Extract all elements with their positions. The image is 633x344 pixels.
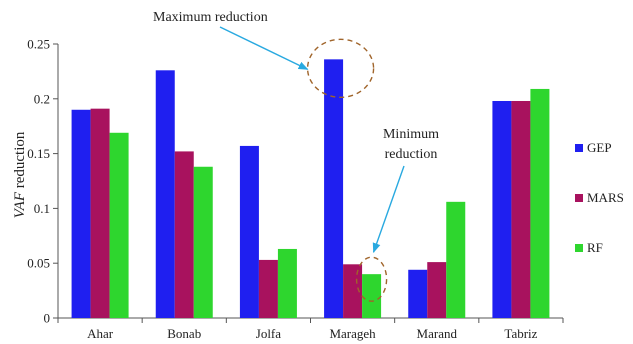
- bar-marageh-gep: [324, 59, 344, 319]
- bar-ahar-rf: [109, 132, 129, 318]
- legend: GEP MARS RF: [575, 140, 624, 255]
- x-tick-label: Jolfa: [256, 326, 282, 341]
- y-tick-label: 0: [44, 311, 51, 326]
- y-tick-label: 0.15: [27, 146, 50, 161]
- y-tick-label: 0.05: [27, 256, 50, 271]
- y-tick-label: 0.2: [34, 91, 50, 106]
- max-annotation-arrow: [219, 26, 309, 70]
- min-annotation-label-line: Minimum: [383, 127, 439, 142]
- bar-bonab-mars: [174, 151, 194, 318]
- bar-bonab-rf: [193, 166, 213, 318]
- max-highlight-circle: [306, 38, 375, 99]
- bar-tabriz-rf: [530, 88, 550, 318]
- legend-swatch: [575, 194, 583, 202]
- bar-tabriz-gep: [492, 100, 512, 318]
- legend-label: MARS: [587, 190, 624, 205]
- min-annotation-arrow: [372, 165, 405, 254]
- legend-swatch: [575, 244, 583, 252]
- y-axis-title-rest: reduction: [12, 131, 28, 192]
- bar-tabriz-mars: [511, 100, 531, 318]
- bars: [71, 59, 550, 319]
- x-tick-label: Marageh: [329, 326, 376, 341]
- legend-label: RF: [587, 240, 603, 255]
- bar-marageh-rf: [362, 274, 382, 318]
- max-annotation-label: Maximum reduction: [153, 10, 268, 25]
- x-axis-labels: Ahar Bonab Jolfa Marageh Marand Tabriz: [87, 326, 538, 341]
- bar-marand-rf: [446, 201, 466, 318]
- bar-marand-mars: [427, 262, 447, 318]
- bar-bonab-gep: [155, 70, 175, 318]
- legend-swatch: [575, 144, 583, 152]
- y-axis-title-italic: VAF: [12, 191, 28, 218]
- bar-jolfa-rf: [277, 248, 297, 318]
- y-tick-label: 0.25: [27, 37, 50, 52]
- min-highlight-circle: [355, 256, 388, 302]
- bar-ahar-gep: [71, 109, 91, 318]
- x-tick-label: Tabriz: [504, 326, 537, 341]
- bar-jolfa-gep: [239, 145, 259, 318]
- x-tick-label: Bonab: [167, 326, 201, 341]
- x-tick-label: Ahar: [87, 326, 114, 341]
- bar-jolfa-mars: [258, 259, 278, 318]
- y-axis-title: VAF reduction: [12, 131, 28, 218]
- legend-label: GEP: [587, 140, 612, 155]
- y-axis-labels: 0 0.05 0.1 0.15 0.2 0.25: [27, 37, 50, 326]
- annotations: Maximum reduction Minimum reduction: [153, 10, 439, 302]
- bar-marand-gep: [408, 269, 428, 318]
- y-tick-label: 0.1: [34, 201, 50, 216]
- axes: [53, 43, 564, 323]
- min-annotation-label-line: reduction: [385, 147, 438, 162]
- bar-marageh-mars: [343, 264, 363, 318]
- x-tick-label: Marand: [417, 326, 458, 341]
- bar-ahar-mars: [90, 108, 110, 318]
